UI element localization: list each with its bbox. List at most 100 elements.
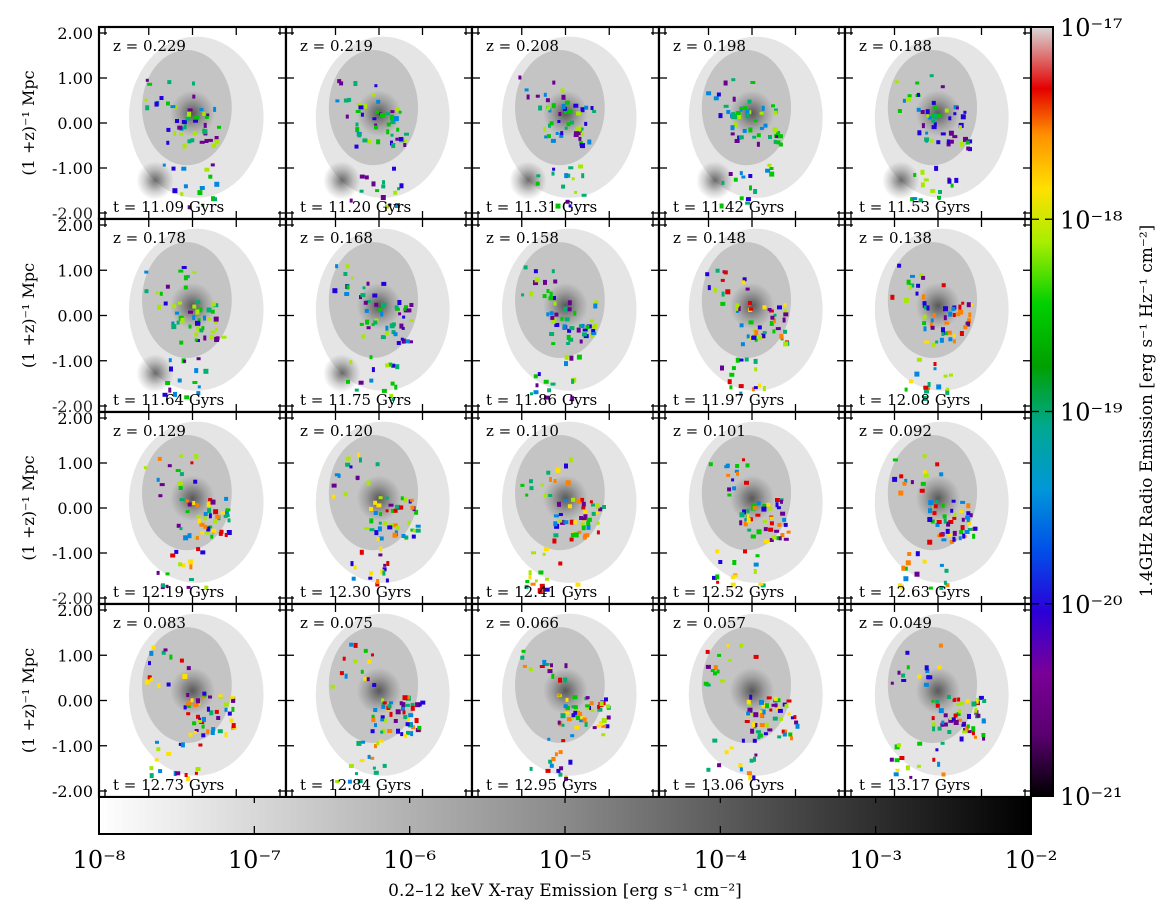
radio-pixel <box>203 315 206 321</box>
radio-pixel <box>393 190 398 195</box>
radio-pixel <box>941 331 945 336</box>
radio-pixel <box>739 767 743 772</box>
radio-pixel <box>544 663 550 666</box>
radio-pixel <box>982 699 987 703</box>
radio-pixel <box>750 775 756 781</box>
radio-pixel <box>924 665 929 671</box>
radio-pixel <box>765 722 769 728</box>
radio-pixel <box>718 560 723 564</box>
radio-pixel <box>183 705 187 710</box>
radio-pixel <box>525 493 529 497</box>
redshift-label: z = 0.049 <box>859 614 932 632</box>
time-label: t = 12.73 Gyrs <box>113 776 224 794</box>
radio-pixel <box>551 673 555 679</box>
radio-pixel <box>904 478 908 483</box>
panel-ticks <box>286 412 472 604</box>
radio-pixel <box>564 711 570 715</box>
radio-pixel <box>726 644 730 648</box>
radio-pixel <box>910 197 915 202</box>
radio-pixel <box>374 84 378 88</box>
radio-pixel <box>536 174 541 178</box>
radio-pixel <box>406 308 412 313</box>
emission-map <box>688 228 823 396</box>
radio-pixel <box>568 457 573 463</box>
radio-pixel <box>960 114 966 120</box>
radio-pixel <box>546 289 550 293</box>
radio-pixel <box>533 269 538 274</box>
radio-pixel <box>586 521 591 526</box>
panel: z = 0.208 t = 11.31 Gyrs <box>470 25 661 221</box>
radio-pixel <box>542 552 546 556</box>
radio-pixel <box>717 653 722 657</box>
radio-pixel <box>376 741 380 746</box>
xray-core <box>729 90 775 137</box>
radio-pixel <box>897 109 902 113</box>
radio-pixel <box>401 702 406 708</box>
radio-pixel <box>558 677 563 683</box>
emission-map <box>501 228 637 402</box>
radio-pixel <box>227 518 231 523</box>
radio-pixel <box>718 113 723 119</box>
radio-pixel <box>772 329 776 334</box>
radio-pixel <box>415 524 421 528</box>
radio-pixel <box>367 659 372 664</box>
radio-pixel <box>723 80 728 86</box>
radio-pixel <box>568 204 572 208</box>
radio-pixel <box>746 699 751 704</box>
radio-pixel <box>599 701 604 707</box>
emission-map <box>315 228 450 401</box>
radio-pixel <box>754 330 759 336</box>
radio-pixel <box>563 306 568 312</box>
radio-pixel <box>175 771 181 776</box>
radio-pixel <box>190 461 194 465</box>
radio-pixel <box>939 532 945 537</box>
radio-pixel <box>941 283 946 288</box>
radio-pixel <box>927 382 931 387</box>
radio-pixel <box>210 309 215 314</box>
radio-pixel <box>206 501 211 507</box>
radio-pixel <box>573 532 579 538</box>
radio-pixel <box>564 109 568 114</box>
radio-pixel <box>929 74 934 78</box>
radio-pixel <box>404 535 409 540</box>
radio-pixel <box>143 466 147 470</box>
radio-pixel <box>387 704 392 709</box>
radio-pixel <box>959 736 964 742</box>
panel: z = 0.158 t = 11.86 Gyrs <box>470 217 661 414</box>
radio-pixel <box>550 382 556 386</box>
radio-pixel <box>161 583 165 588</box>
y-tick-label: 1.00 <box>57 646 93 665</box>
radio-pixel <box>186 704 191 708</box>
emission-map <box>501 613 637 781</box>
radio-pixel <box>219 529 224 534</box>
radio-pixel <box>358 380 364 385</box>
radio-pixel <box>601 733 606 737</box>
radio-pixel <box>561 94 566 100</box>
radio-pixel <box>167 80 172 85</box>
radio-pixel <box>343 492 348 497</box>
time-label: t = 12.08 Gyrs <box>859 391 970 409</box>
radio-pixel <box>703 681 709 686</box>
radio-pixel <box>548 665 552 670</box>
radio-pixel <box>583 514 588 519</box>
radio-pixel <box>576 354 582 360</box>
radio-pixel <box>920 169 925 175</box>
radio-pixel <box>961 723 966 727</box>
radio-pixel <box>923 178 929 182</box>
radio-pixel <box>907 94 912 98</box>
y-axis-label: (1 +z)⁻¹ Mpc <box>19 648 38 753</box>
radio-pixel <box>196 391 201 396</box>
radio-pixel <box>584 105 589 110</box>
radio-pixel <box>189 564 193 570</box>
radio-pixel <box>187 502 192 507</box>
y-tick-label: 2.00 <box>57 24 93 43</box>
radio-pixel <box>767 308 772 311</box>
radio-pixel <box>925 109 930 115</box>
redshift-label: z = 0.219 <box>300 37 373 55</box>
radio-pixel <box>569 537 574 542</box>
radio-pixel <box>948 520 954 524</box>
radio-pixel <box>775 135 780 139</box>
radio-pixel <box>407 695 410 700</box>
radio-pixel <box>937 196 941 200</box>
radio-pixel <box>741 738 745 743</box>
